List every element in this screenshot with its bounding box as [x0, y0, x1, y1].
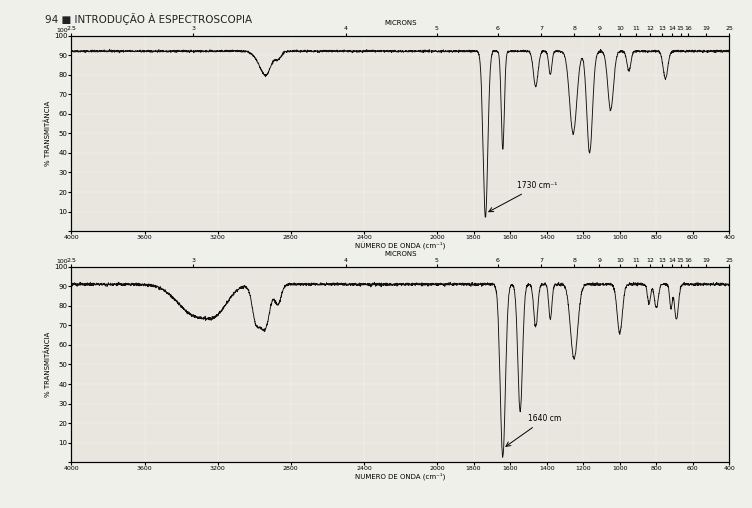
Text: 1640 cm: 1640 cm [506, 414, 562, 447]
X-axis label: MICRONS: MICRONS [384, 251, 417, 257]
X-axis label: MICRONS: MICRONS [384, 20, 417, 26]
Y-axis label: % TRANSMITÂNCIA: % TRANSMITÂNCIA [44, 101, 51, 166]
Text: 1730 cm⁻¹: 1730 cm⁻¹ [489, 181, 558, 212]
X-axis label: NÚMERO DE ONDA (cm⁻¹): NÚMERO DE ONDA (cm⁻¹) [355, 242, 446, 250]
X-axis label: NUMERO DE ONDA (cm⁻¹): NUMERO DE ONDA (cm⁻¹) [355, 473, 446, 481]
Text: 100: 100 [57, 27, 68, 33]
Text: 94 ■ INTRODUÇÃO À ESPECTROSCOPIA: 94 ■ INTRODUÇÃO À ESPECTROSCOPIA [45, 13, 252, 25]
Text: 100: 100 [57, 259, 68, 264]
Y-axis label: % TRANSMITÂNCIA: % TRANSMITÂNCIA [44, 332, 51, 397]
